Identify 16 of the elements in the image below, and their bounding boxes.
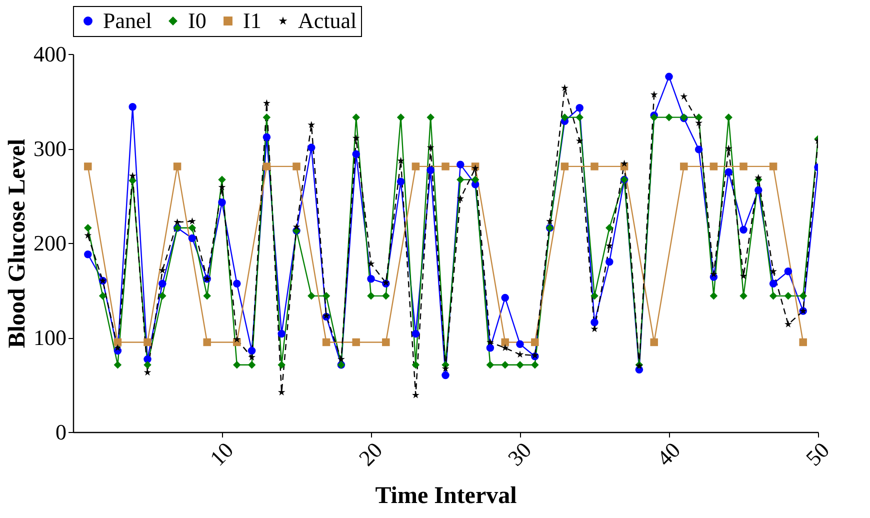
x-tick-label: 40 bbox=[652, 437, 686, 471]
x-tick-label: 10 bbox=[204, 437, 238, 471]
x-axis-title: Time Interval bbox=[375, 482, 518, 509]
y-tick-label: 300 bbox=[34, 136, 66, 161]
legend-label: Actual bbox=[298, 8, 357, 33]
y-axis-title: Blood Glucose Level bbox=[4, 138, 30, 348]
y-tick-label: 200 bbox=[34, 230, 66, 256]
x-tick-label: 50 bbox=[800, 437, 834, 471]
y-tick-label: 400 bbox=[34, 42, 66, 66]
x-tick-label: 30 bbox=[502, 437, 536, 471]
legend-label: I0 bbox=[188, 8, 206, 33]
x-tick-label: 20 bbox=[354, 437, 388, 471]
y-tick-label: 0 bbox=[56, 420, 66, 444]
legend-label: I1 bbox=[243, 8, 262, 33]
y-tick-label: 100 bbox=[34, 325, 66, 350]
legend-label: Panel bbox=[103, 8, 152, 33]
